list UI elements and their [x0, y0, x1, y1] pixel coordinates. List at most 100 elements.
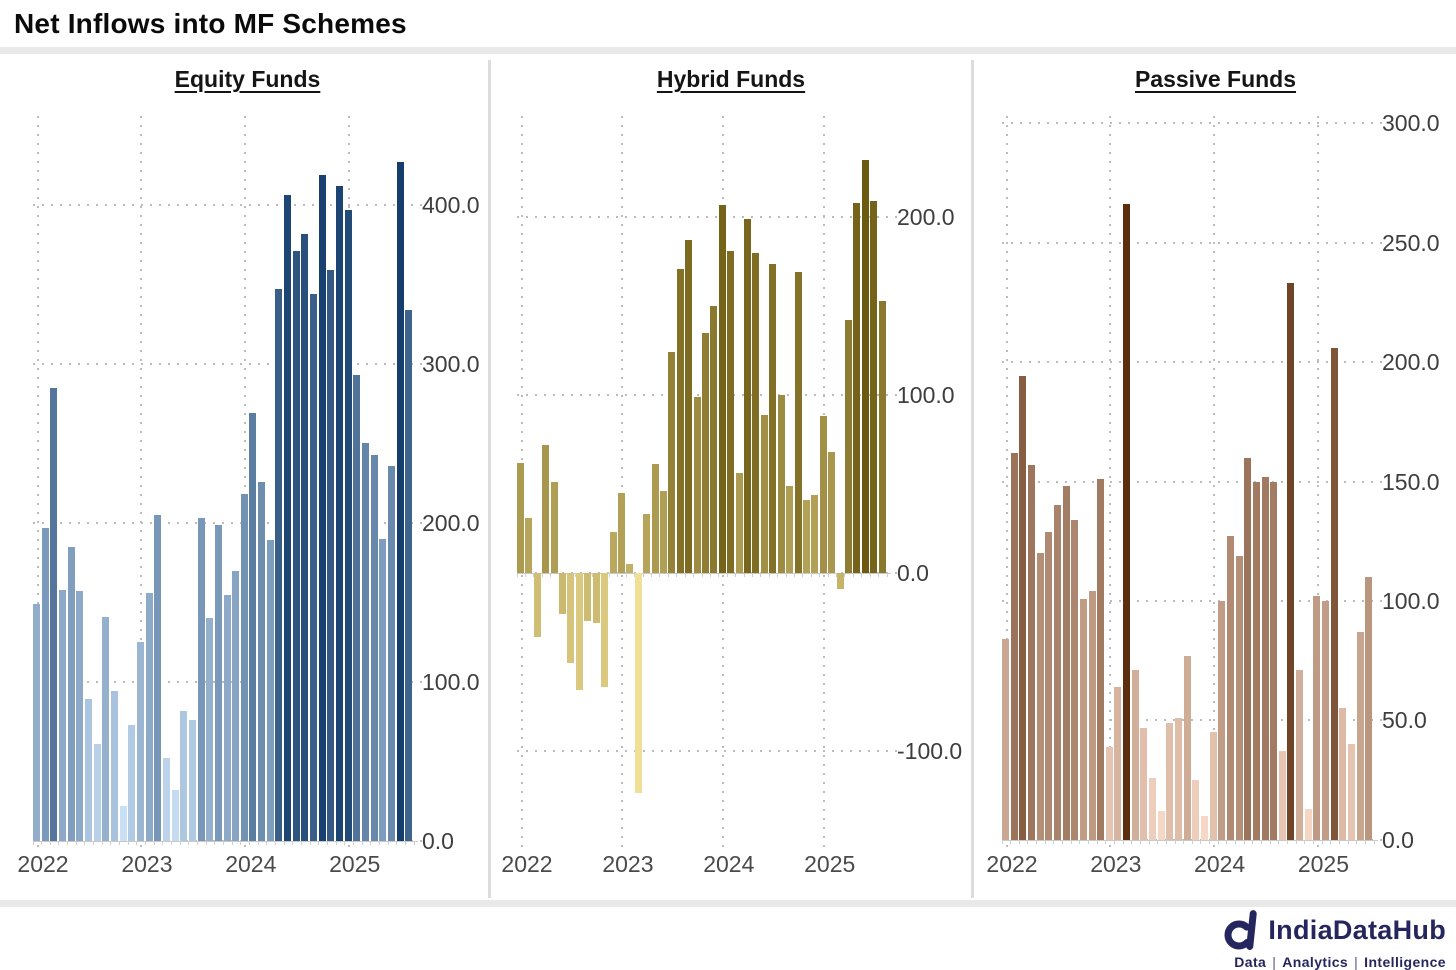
- x-axis-tick: [651, 572, 653, 577]
- bar-month-40: [853, 203, 861, 573]
- x-axis-tick: [1113, 839, 1115, 844]
- x-axis-tick: [32, 840, 34, 845]
- bar-month-16: [171, 790, 179, 841]
- x-axis-tick: [1338, 839, 1340, 844]
- bar-month-5: [76, 591, 84, 841]
- x-axis-tick: [49, 840, 51, 845]
- bar-month-33: [318, 174, 326, 841]
- bar-month-6: [1053, 505, 1061, 840]
- bar-month-32: [1278, 751, 1286, 840]
- bar-month-1: [525, 517, 533, 573]
- x-axis-tick: [396, 840, 398, 845]
- bar-month-14: [1123, 204, 1131, 840]
- bar-month-23: [232, 570, 240, 841]
- x-axis-year-label: 2023: [602, 851, 654, 877]
- indiadatahub-logo-icon: [1224, 908, 1260, 952]
- tagline-word: Analytics: [1282, 954, 1349, 970]
- bar-month-26: [735, 473, 743, 573]
- bar-month-35: [336, 185, 344, 841]
- x-axis-tick: [827, 572, 829, 577]
- x-axis-tick: [223, 840, 224, 845]
- x-axis-tick: [1304, 839, 1306, 844]
- x-axis-tick: [1209, 839, 1211, 844]
- x-axis-tick: [1001, 839, 1003, 844]
- title-divider: [0, 47, 1456, 54]
- bar-month-19: [197, 518, 205, 841]
- bar-month-27: [744, 219, 752, 573]
- x-axis-tick: [1088, 839, 1089, 844]
- bar-month-23: [710, 306, 718, 573]
- y-axis-tick-label: 300.0: [1382, 110, 1440, 137]
- bar-month-23: [1200, 816, 1208, 840]
- y-axis-tick-label: -100.0: [897, 737, 963, 764]
- x-axis-baseline: [517, 572, 891, 574]
- bar-month-8: [102, 616, 110, 841]
- y-gridline: [517, 394, 901, 397]
- bar-month-3: [542, 444, 550, 573]
- y-gridline: [33, 204, 428, 207]
- x-axis-tick: [1148, 839, 1150, 844]
- x-axis-tick: [1010, 839, 1012, 844]
- x-axis-tick: [1321, 839, 1323, 844]
- bar-month-2: [533, 572, 541, 637]
- bar-month-3: [58, 589, 66, 841]
- x-axis-tick: [701, 572, 703, 577]
- y-axis-tick-label: 200.0: [897, 204, 955, 231]
- bar-month-26: [258, 481, 266, 841]
- bar-month-34: [1296, 670, 1304, 840]
- bar-month-1: [1010, 452, 1018, 840]
- bar-month-12: [1105, 746, 1113, 840]
- x-axis-tick: [718, 572, 720, 577]
- x-axis-tick: [751, 572, 753, 577]
- bar-month-8: [584, 572, 592, 621]
- x-axis-tick: [516, 572, 518, 577]
- x-axis-tick: [1079, 839, 1081, 844]
- x-axis-tick: [370, 840, 372, 845]
- bar-month-15: [643, 514, 651, 573]
- x-axis-tick: [684, 572, 686, 577]
- y-gridline: [1002, 361, 1388, 364]
- bar-month-26: [1226, 536, 1234, 840]
- x-axis-tick: [760, 572, 762, 577]
- x-axis-tick: [145, 840, 147, 845]
- bar-month-27: [1235, 555, 1243, 840]
- bar-month-17: [180, 710, 188, 841]
- x-axis-tick: [1044, 839, 1046, 844]
- bar-month-24: [1209, 732, 1217, 840]
- bar-month-5: [1045, 531, 1053, 840]
- bar-month-33: [1287, 283, 1295, 840]
- plot-area: [32, 54, 428, 900]
- x-axis-tick: [1027, 839, 1029, 844]
- bar-month-36: [1313, 596, 1321, 840]
- bar-month-11: [128, 724, 136, 841]
- y-axis-tick-label: 150.0: [1382, 468, 1440, 495]
- panel-title: Hybrid Funds: [656, 66, 806, 92]
- bar-month-42: [1365, 577, 1373, 840]
- bar-month-28: [1244, 457, 1252, 840]
- y-axis-tick-label: 250.0: [1382, 229, 1440, 256]
- panel-title: Passive Funds: [1134, 66, 1297, 92]
- x-axis-tick: [768, 572, 770, 577]
- x-axis-tick: [794, 572, 795, 577]
- bar-month-17: [659, 491, 667, 573]
- x-axis-tick: [162, 840, 164, 845]
- x-axis-tick: [1200, 839, 1202, 844]
- bar-month-37: [353, 375, 361, 841]
- x-axis-tick: [541, 572, 543, 577]
- y-axis-tick-label: 100.0: [897, 382, 955, 409]
- bar-month-40: [1348, 744, 1356, 840]
- bar-month-6: [567, 572, 575, 664]
- bar-month-10: [119, 805, 127, 841]
- bar-month-1: [41, 527, 49, 841]
- bar-month-18: [188, 720, 196, 841]
- x-axis-baseline: [33, 840, 418, 842]
- bar-month-21: [1183, 655, 1191, 840]
- bar-month-22: [223, 594, 231, 841]
- x-axis-baseline: [1002, 839, 1378, 841]
- x-axis-tick: [101, 840, 103, 845]
- x-axis-tick: [257, 840, 259, 845]
- bar-month-12: [617, 492, 625, 573]
- bar-month-32: [786, 485, 794, 573]
- bar-month-0: [1002, 639, 1009, 840]
- bar-month-21: [214, 524, 222, 841]
